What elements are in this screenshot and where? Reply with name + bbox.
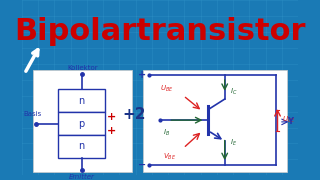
Text: Kollektor: Kollektor — [68, 65, 98, 71]
Bar — [58, 89, 106, 112]
Text: $I_B$: $I_B$ — [163, 127, 170, 138]
Text: $U_{CE}$: $U_{CE}$ — [282, 115, 295, 125]
Bar — [58, 112, 106, 135]
Text: +2: +2 — [122, 107, 146, 122]
Bar — [143, 70, 287, 172]
Text: Emitter: Emitter — [69, 174, 94, 180]
Text: $I_C$: $I_C$ — [230, 87, 238, 97]
Bar — [58, 135, 106, 158]
Text: Basis: Basis — [24, 111, 42, 117]
Text: Y: Y — [287, 117, 293, 126]
Text: +: + — [106, 112, 116, 122]
Text: Bipolartransistor: Bipolartransistor — [14, 17, 306, 46]
Text: p: p — [78, 119, 85, 129]
Text: $V_{BE}$: $V_{BE}$ — [163, 152, 176, 162]
Text: n: n — [78, 96, 85, 106]
Text: n: n — [78, 141, 85, 151]
Text: $I_E$: $I_E$ — [230, 138, 237, 148]
Text: −: − — [138, 160, 146, 170]
Text: +: + — [106, 126, 116, 136]
Bar — [33, 70, 132, 172]
Text: +: + — [138, 70, 146, 80]
Text: $U_{BE}$: $U_{BE}$ — [160, 84, 173, 94]
